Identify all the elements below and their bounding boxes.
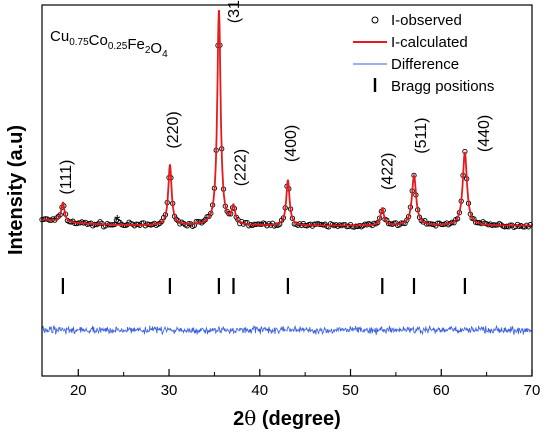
legend-label: Bragg positions xyxy=(391,78,494,95)
peak-label: (422) xyxy=(379,153,396,190)
observed-point xyxy=(311,221,317,227)
peak-label: (400) xyxy=(283,125,300,162)
peak-label: (311) xyxy=(226,0,243,23)
x-tick-label: 30 xyxy=(161,382,178,399)
formula-element: Fe xyxy=(127,36,145,53)
bragg-ticks xyxy=(61,278,466,294)
formula-subscript: 4 xyxy=(162,49,168,60)
formula-subscript: 0.75 xyxy=(69,37,89,48)
formula-label: Cu0.75Co0.25Fe2O4 xyxy=(50,28,168,60)
legend-circle-icon xyxy=(371,16,379,24)
x-axis-title: 2θ (degree) xyxy=(233,406,341,430)
impurity-marker: * xyxy=(114,213,120,230)
peak-label: (222) xyxy=(233,149,250,186)
formula-element: Co xyxy=(89,32,108,49)
difference-curve xyxy=(41,324,532,336)
formula-text: Cu0.75Co0.25Fe2O4 xyxy=(50,28,168,60)
calculated-curve xyxy=(41,10,532,227)
peak-label: (511) xyxy=(413,118,430,154)
legend-label: I-observed xyxy=(391,12,462,29)
formula-element: Cu xyxy=(50,28,69,45)
x-tick-label: 60 xyxy=(433,382,450,399)
peak-label: (111) xyxy=(58,160,75,195)
x-tick-label: 70 xyxy=(524,382,541,399)
observed-point xyxy=(375,219,381,226)
formula-element: O xyxy=(150,40,162,57)
legend: I-observed I-calculated Difference Bragg po… xyxy=(353,12,494,95)
difference-line xyxy=(41,324,532,336)
calculated-line xyxy=(41,10,532,227)
legend-label: Difference xyxy=(391,56,459,73)
legend-item: Difference xyxy=(353,56,459,73)
peak-labels: (111) (220) (311) (222) (400) (422) (511) (440)… xyxy=(58,0,493,230)
formula-subscript: 0.25 xyxy=(108,41,128,52)
peak-label: (440) xyxy=(476,115,493,152)
observed-point xyxy=(317,221,323,228)
y-axis-title: Intensity (a.u) xyxy=(5,125,27,255)
plot-frame xyxy=(41,4,533,377)
legend-item: I-observed xyxy=(371,12,462,29)
formula-subscript: 2 xyxy=(145,45,151,56)
x-tick-label: 50 xyxy=(342,382,359,399)
legend-label: I-calculated xyxy=(391,34,468,51)
legend-item: Bragg positions xyxy=(373,78,494,95)
legend-item: I-calculated xyxy=(353,34,468,51)
x-tick-label: 20 xyxy=(70,382,87,399)
x-axis-ticks: 20 30 40 50 60 70 xyxy=(70,369,540,399)
peak-label: (220) xyxy=(165,111,182,148)
x-tick-label: 40 xyxy=(251,382,268,399)
